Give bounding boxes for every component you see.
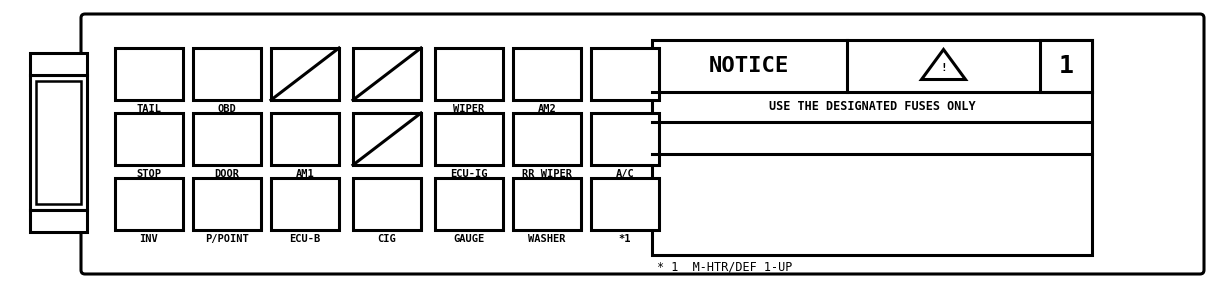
Bar <box>435 178 503 230</box>
Text: TAIL: TAIL <box>136 104 161 114</box>
Bar <box>353 113 422 165</box>
Bar <box>512 178 581 230</box>
Text: GAUGE: GAUGE <box>454 234 484 244</box>
Text: ECU-B: ECU-B <box>289 234 321 244</box>
Text: NOTICE: NOTICE <box>709 56 789 76</box>
Bar <box>193 113 261 165</box>
Text: A/C: A/C <box>616 169 634 179</box>
Bar <box>512 113 581 165</box>
Text: WIPER: WIPER <box>454 104 484 114</box>
Bar <box>29 75 87 210</box>
Polygon shape <box>922 50 966 80</box>
Bar <box>29 53 87 75</box>
Bar <box>591 178 659 230</box>
Text: RR WIPER: RR WIPER <box>522 169 571 179</box>
Bar <box>653 40 1093 255</box>
Text: AM1: AM1 <box>296 169 315 179</box>
Text: INV: INV <box>140 234 159 244</box>
Bar <box>116 178 183 230</box>
Text: * 1  M-HTR/DEF 1-UP: * 1 M-HTR/DEF 1-UP <box>658 260 793 273</box>
Text: 1: 1 <box>1058 54 1073 78</box>
Bar <box>36 81 81 204</box>
Bar <box>272 48 339 100</box>
Text: DOOR: DOOR <box>215 169 240 179</box>
Bar <box>193 48 261 100</box>
Bar <box>512 48 581 100</box>
Bar <box>353 178 422 230</box>
Bar <box>435 113 503 165</box>
Text: P/POINT: P/POINT <box>205 234 249 244</box>
Bar <box>435 48 503 100</box>
Text: !: ! <box>940 63 946 73</box>
Bar <box>272 113 339 165</box>
Text: OBD: OBD <box>218 104 236 114</box>
Bar <box>272 178 339 230</box>
Text: CIG: CIG <box>377 234 397 244</box>
FancyBboxPatch shape <box>81 14 1204 274</box>
Bar <box>591 48 659 100</box>
Text: ECU-IG: ECU-IG <box>450 169 488 179</box>
Bar <box>193 178 261 230</box>
Text: USE THE DESIGNATED FUSES ONLY: USE THE DESIGNATED FUSES ONLY <box>768 101 976 113</box>
Text: STOP: STOP <box>136 169 161 179</box>
Text: AM2: AM2 <box>537 104 557 114</box>
Bar <box>29 210 87 232</box>
Bar <box>1040 40 1093 92</box>
Bar <box>116 48 183 100</box>
Bar <box>353 48 422 100</box>
Text: WASHER: WASHER <box>528 234 565 244</box>
Text: *1: *1 <box>618 234 632 244</box>
Bar <box>591 113 659 165</box>
Bar <box>116 113 183 165</box>
